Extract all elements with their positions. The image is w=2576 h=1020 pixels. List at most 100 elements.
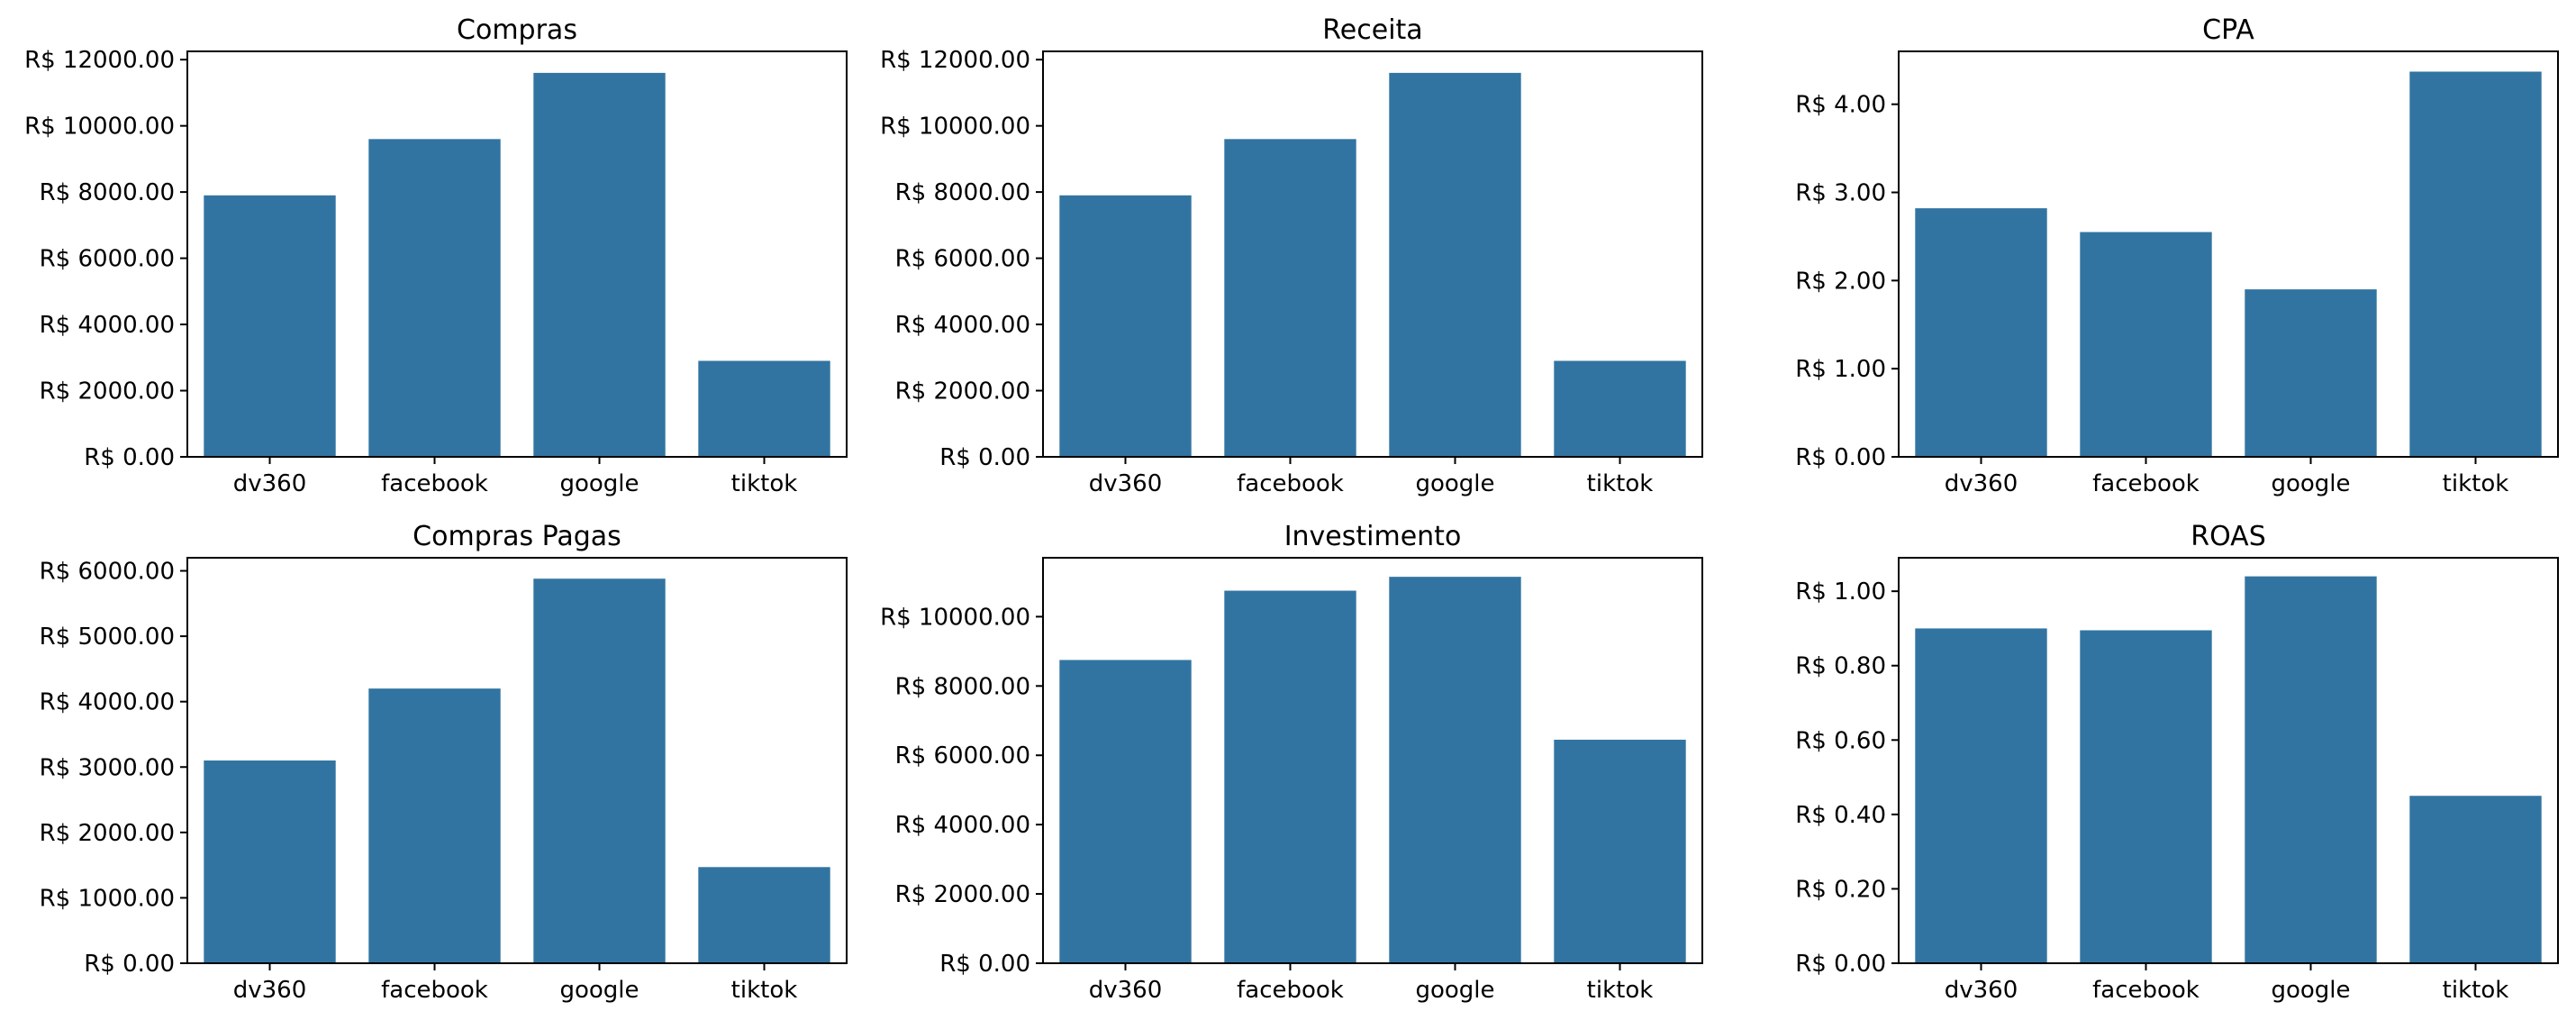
chart-panel-5: Investimento R$ 0.00 R$ 2000.00 R$ 4000.00 R… (880, 521, 1703, 1004)
x-tick-label: dv360 (1089, 977, 1163, 1004)
y-tick-label: R$ 8000.00 (895, 673, 1030, 700)
y-tick-label: R$ 4000.00 (40, 689, 175, 716)
plot-frame (1898, 557, 2559, 964)
plot-frame (186, 50, 848, 458)
y-tick-label: R$ 0.80 (1795, 653, 1886, 680)
bar-facebook (1224, 590, 1356, 963)
y-tick-label: R$ 0.20 (1795, 876, 1886, 903)
x-tick-label: dv360 (233, 470, 307, 497)
bar-dv360 (1059, 660, 1192, 963)
chart-title: Compras (457, 14, 577, 46)
bar-google (533, 578, 666, 963)
y-tick-label: R$ 12000.00 (24, 47, 175, 74)
y-tick-label: R$ 2000.00 (895, 378, 1030, 405)
y-tick-label: R$ 10000.00 (880, 114, 1030, 141)
bar-dv360 (204, 195, 336, 458)
y-tick-label: R$ 1000.00 (40, 885, 175, 912)
y-tick-label: R$ 0.00 (1795, 444, 1886, 471)
bar-google (2245, 576, 2377, 963)
x-tick-label: tiktok (1587, 470, 1654, 497)
bar-google (1389, 577, 1521, 963)
bar-tiktok (1554, 360, 1686, 457)
bar-tiktok (2409, 71, 2542, 457)
y-tick-label: R$ 1.00 (1795, 578, 1886, 606)
x-tick-label: tiktok (731, 977, 798, 1004)
y-tick-label: R$ 4.00 (1795, 92, 1886, 119)
chart-title: Compras Pagas (413, 521, 621, 552)
y-tick-label: R$ 10000.00 (880, 604, 1030, 631)
x-tick-label: google (2271, 470, 2350, 497)
bar-tiktok (698, 360, 830, 457)
bar-dv360 (204, 760, 336, 963)
y-tick-label: R$ 10000.00 (24, 114, 175, 141)
y-tick-label: R$ 5000.00 (40, 624, 175, 651)
y-tick-label: R$ 3000.00 (40, 754, 175, 781)
y-tick-label: R$ 0.00 (84, 951, 175, 978)
y-tick-label: R$ 4000.00 (40, 312, 175, 339)
bar-dv360 (1915, 208, 2047, 457)
y-tick-label: R$ 2000.00 (40, 820, 175, 847)
bar-tiktok (698, 867, 830, 963)
x-tick-label: google (2271, 977, 2350, 1004)
chart-panel-2: Receita R$ 0.00 R$ 2000.00 R$ 4000.00 R$ 600… (880, 14, 1703, 497)
chart-title: Investimento (1284, 521, 1462, 552)
y-tick-label: R$ 12000.00 (880, 47, 1030, 74)
chart-title: ROAS (2191, 521, 2266, 552)
bar-facebook (368, 688, 501, 963)
bar-facebook (2080, 232, 2212, 457)
x-tick-label: facebook (1237, 470, 1344, 497)
bar-google (2245, 289, 2377, 457)
y-tick-label: R$ 1.00 (1795, 356, 1886, 383)
y-tick-label: R$ 0.00 (1795, 951, 1886, 978)
x-tick-label: dv360 (1089, 470, 1163, 497)
y-tick-label: R$ 4000.00 (895, 312, 1030, 339)
plot-frame (1042, 557, 1703, 964)
bar-facebook (2080, 630, 2212, 963)
x-tick-label: facebook (2092, 977, 2200, 1004)
chart-panel-1: Compras R$ 0.00 R$ 2000.00 R$ 4000.00 R$ 600… (24, 14, 848, 497)
chart-title: CPA (2202, 14, 2254, 46)
x-tick-label: tiktok (2443, 977, 2509, 1004)
bar-dv360 (1915, 628, 2047, 963)
x-tick-label: facebook (1237, 977, 1344, 1004)
bar-tiktok (2409, 796, 2542, 963)
chart-panel-3: CPA R$ 0.00 R$ 1.00 R$ 2.00 R$ 3.00 R$ 4.00 dv… (1795, 14, 2559, 497)
bar-facebook (1224, 139, 1356, 458)
bar-google (1389, 72, 1521, 457)
y-tick-label: R$ 0.00 (939, 444, 1030, 471)
x-tick-label: dv360 (1945, 977, 2018, 1004)
x-tick-label: facebook (2092, 470, 2200, 497)
plot-frame (1898, 50, 2559, 458)
y-tick-label: R$ 6000.00 (40, 246, 175, 273)
x-tick-label: google (559, 977, 639, 1004)
y-tick-label: R$ 4000.00 (895, 812, 1030, 839)
x-tick-label: tiktok (731, 470, 798, 497)
y-tick-label: R$ 2.00 (1795, 268, 1886, 295)
y-tick-label: R$ 8000.00 (895, 179, 1030, 206)
y-tick-label: R$ 2000.00 (895, 881, 1030, 908)
bar-facebook (368, 139, 501, 458)
y-tick-label: R$ 6000.00 (40, 559, 175, 586)
y-tick-label: R$ 3.00 (1795, 180, 1886, 207)
bar-tiktok (1554, 739, 1686, 963)
plot-frame (186, 557, 848, 964)
bar-google (533, 72, 666, 457)
y-tick-label: R$ 6000.00 (895, 246, 1030, 273)
x-tick-label: dv360 (233, 977, 307, 1004)
x-tick-label: google (1415, 470, 1494, 497)
x-tick-label: google (559, 470, 639, 497)
y-tick-label: R$ 0.40 (1795, 802, 1886, 829)
bar-dv360 (1059, 195, 1192, 458)
x-tick-label: facebook (381, 470, 488, 497)
plot-frame (1042, 50, 1703, 458)
y-tick-label: R$ 8000.00 (40, 179, 175, 206)
x-tick-label: tiktok (2443, 470, 2509, 497)
y-tick-label: R$ 0.00 (939, 951, 1030, 978)
chart-title: Receita (1322, 14, 1422, 46)
y-tick-label: R$ 2000.00 (40, 378, 175, 405)
x-tick-label: dv360 (1945, 470, 2018, 497)
y-tick-label: R$ 0.60 (1795, 727, 1886, 754)
x-tick-label: tiktok (1587, 977, 1654, 1004)
chart-panel-4: Compras Pagas R$ 0.00 R$ 1000.00 R$ 2000.00… (40, 521, 848, 1004)
